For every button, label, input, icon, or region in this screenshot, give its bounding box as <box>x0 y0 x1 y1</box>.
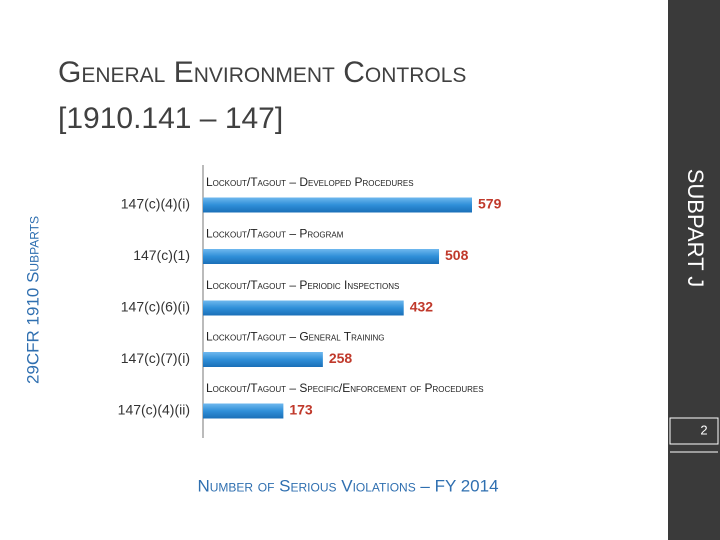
side-label: SUBPART J <box>683 169 708 288</box>
value-label: 432 <box>410 299 434 315</box>
value-label: 173 <box>289 402 313 418</box>
sidebar <box>668 0 720 540</box>
bar <box>203 197 472 213</box>
bar-description: Lockout/Tagout – Specific/Enforcement of… <box>206 381 484 395</box>
value-label: 508 <box>445 247 469 263</box>
y-tick-label: 147(c)(7)(i) <box>121 350 190 366</box>
y-tick-label: 147(c)(4)(ii) <box>118 402 190 418</box>
value-label: 579 <box>478 196 502 212</box>
bar-description: Lockout/Tagout – Developed Procedures <box>206 175 414 189</box>
bar-description: Lockout/Tagout – Periodic Inspections <box>206 278 399 292</box>
bar-description: Lockout/Tagout – Program <box>206 227 344 241</box>
bar-description: Lockout/Tagout – General Training <box>206 330 384 344</box>
bar <box>203 403 284 419</box>
x-axis-title: Number of Serious Violations – FY 2014 <box>197 476 498 495</box>
y-axis-title: 29CFR 1910 Subparts <box>23 216 42 384</box>
y-tick-label: 147(c)(4)(i) <box>121 196 190 212</box>
value-label: 258 <box>329 350 353 366</box>
page-number: 2 <box>700 422 707 437</box>
bar <box>203 352 323 367</box>
chart-title: General Environment Controls <box>58 56 466 89</box>
page-number-box <box>669 417 719 445</box>
bar <box>203 300 404 316</box>
y-tick-label: 147(c)(6)(i) <box>121 299 190 315</box>
chart-subtitle: [1910.141 – 147] <box>58 102 283 135</box>
bar <box>203 249 440 264</box>
y-tick-label: 147(c)(1) <box>133 247 190 263</box>
